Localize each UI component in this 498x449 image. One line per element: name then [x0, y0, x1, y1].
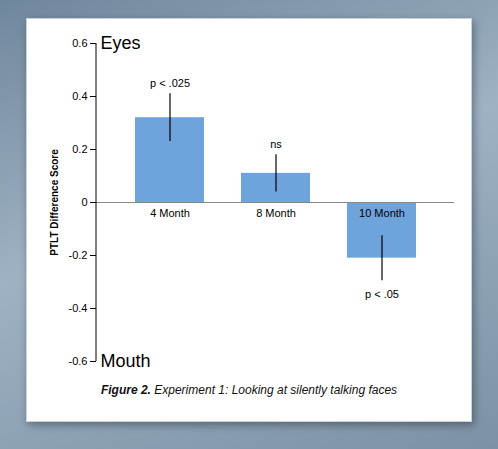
svg-text:Mouth: Mouth [101, 351, 151, 371]
svg-text:Eyes: Eyes [101, 33, 141, 53]
svg-text:4 Month: 4 Month [150, 207, 190, 219]
svg-text:-0.4: -0.4 [69, 302, 88, 314]
html-text:Figure 2. Experiment 1: Lookin: Figure 2. Experiment 1: Looking at silen… [100, 383, 398, 397]
svg-text:8 Month: 8 Month [256, 207, 296, 219]
svg-text:p < .025: p < .025 [150, 77, 190, 89]
svg-text:0.2: 0.2 [72, 143, 87, 155]
svg-text:10 Month: 10 Month [359, 207, 405, 219]
svg-text:0: 0 [81, 196, 87, 208]
svg-text:0.4: 0.4 [72, 90, 87, 102]
svg-text:0.6: 0.6 [72, 37, 87, 49]
svg-text:ns: ns [270, 138, 282, 150]
svg-text:PTLT Difference Score: PTLT Difference Score [49, 149, 60, 256]
svg-text:p < .05: p < .05 [365, 288, 399, 300]
svg-text:-0.6: -0.6 [69, 355, 88, 367]
svg-text:-0.2: -0.2 [69, 249, 88, 261]
